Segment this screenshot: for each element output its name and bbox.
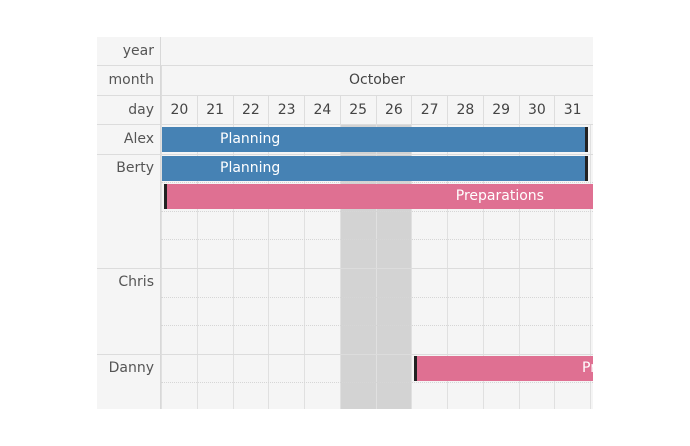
day-label: 23 <box>268 95 304 125</box>
day-label: 25 <box>339 95 376 125</box>
grid-column <box>482 125 484 409</box>
day-label: 24 <box>304 95 340 125</box>
day-label: 30 <box>518 95 555 125</box>
resource-label: Chris <box>118 274 154 290</box>
sub-row-line <box>161 382 593 384</box>
task-bar: Preparations <box>414 355 593 381</box>
day-label: 29 <box>482 95 519 125</box>
grid-column <box>590 125 591 409</box>
day-label: 28 <box>447 95 483 125</box>
header-line <box>97 123 593 125</box>
task-marker <box>163 184 167 210</box>
resource-label: Danny <box>108 359 154 376</box>
task-bar: Planning <box>162 127 589 152</box>
grid-column <box>268 125 270 409</box>
task-marker <box>414 355 418 381</box>
day-label: 27 <box>411 95 447 125</box>
grid-column <box>232 125 234 409</box>
grid-column <box>518 125 520 409</box>
header-row-label: month <box>108 72 154 89</box>
header-line <box>97 65 593 67</box>
day-label: 26 <box>375 95 412 125</box>
grid-column <box>554 125 556 409</box>
header-row-label: year <box>122 43 154 59</box>
grid-column <box>411 125 413 409</box>
grid-column <box>447 125 448 409</box>
task-bar: Preparations <box>163 184 593 210</box>
resource-label: Berty <box>116 159 154 176</box>
day-label: 22 <box>232 95 269 125</box>
sub-row-line <box>161 325 593 327</box>
month-label: October <box>161 66 592 96</box>
task-marker <box>585 155 589 181</box>
timeline: year month day October 20 21 22 23 24 25 26 27 28 29 3… <box>97 37 593 409</box>
task-marker <box>585 127 589 152</box>
grid-column <box>339 125 341 409</box>
row-line <box>97 353 593 355</box>
sub-row-line <box>161 182 593 184</box>
day-label: 20 <box>161 95 197 125</box>
resource-label: Alex <box>123 131 154 147</box>
row-line <box>97 153 593 155</box>
sub-row-line <box>161 210 593 212</box>
day-label: 31 <box>554 95 590 125</box>
task-label: Preparations <box>455 188 544 205</box>
grid-column <box>161 125 162 409</box>
task-label: Preparations <box>582 359 593 376</box>
label-border <box>160 37 161 409</box>
grid-column <box>304 125 305 409</box>
task-bar: Planning <box>162 155 589 181</box>
task-label: Planning <box>220 159 281 176</box>
header-line <box>97 94 593 96</box>
task-label: Planning <box>220 131 281 147</box>
sub-row-line <box>161 296 593 298</box>
grid-column <box>375 125 377 409</box>
grid-column <box>196 125 198 409</box>
sub-row-line <box>161 239 593 241</box>
row-line <box>97 268 593 269</box>
header-row-label: day <box>128 101 154 118</box>
day-label: 21 <box>196 95 233 125</box>
